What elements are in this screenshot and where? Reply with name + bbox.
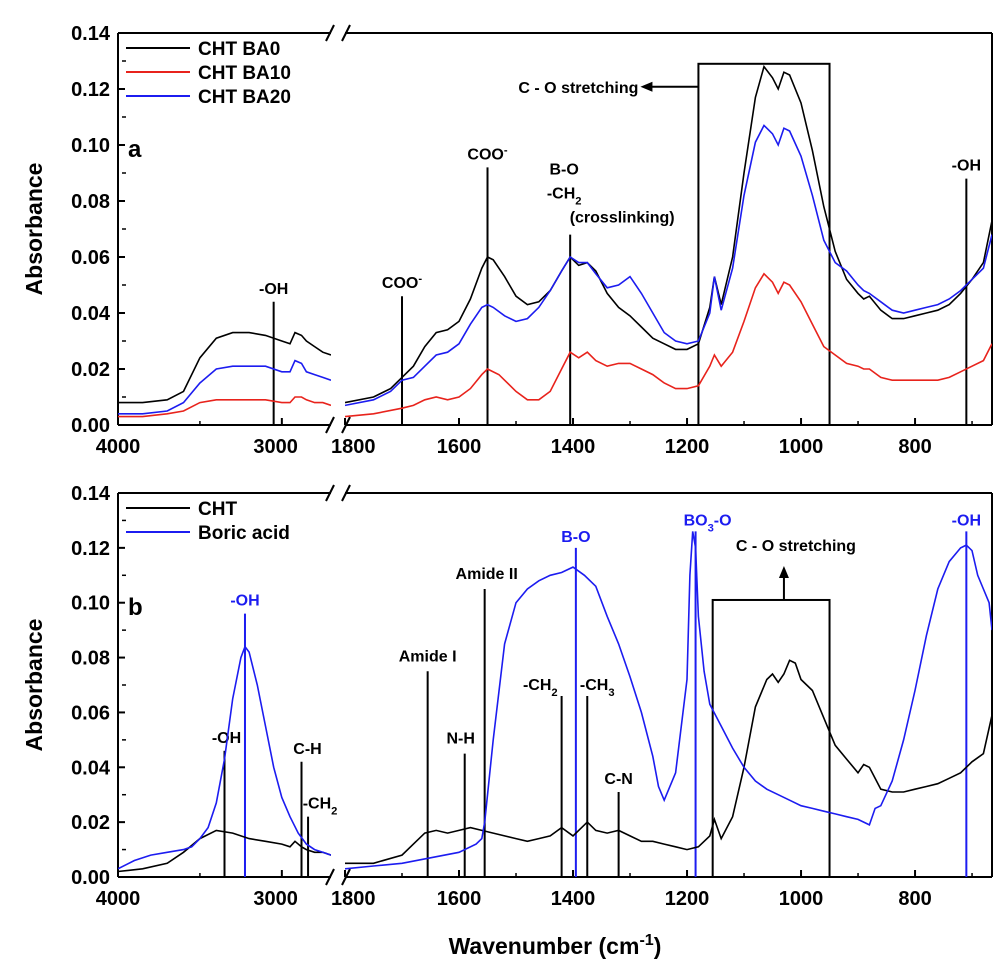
series-line-cht-ba10-left: [118, 396, 331, 418]
x-tick-label: 1200: [665, 436, 710, 458]
axis-break-mark: [325, 868, 335, 886]
annotation-label: -CH3: [580, 677, 615, 699]
legend: CHT BA0 CHT BA10 CHT BA20: [126, 39, 291, 108]
series-line-cht-ba20-right: [345, 124, 992, 407]
axes-frame: [117, 24, 993, 434]
legend-label: CHT: [198, 499, 237, 520]
legend-label: CHT BA20: [198, 87, 291, 108]
x-tick-label: 1600: [437, 436, 482, 458]
annotation-label: -OH: [952, 512, 981, 529]
annotation-label: -CH2: [523, 677, 558, 699]
y-tick-label: 0.08: [71, 191, 110, 213]
axis-break-mark: [325, 416, 335, 434]
annotation-label: -OH: [212, 730, 241, 747]
annotation-label: -CH2: [303, 796, 338, 818]
axis-break-mark: [325, 484, 335, 502]
y-tick-label: 0.10: [71, 593, 110, 615]
annotation-label: -CH2: [547, 186, 582, 208]
x-tick-label: 4000: [96, 888, 141, 910]
y-tick-label: 0.08: [71, 648, 110, 670]
x-tick-label: 800: [898, 436, 931, 458]
series-line-boric-acid-right: [345, 531, 992, 870]
arrow-head-icon: [640, 81, 653, 92]
y-tick-label: 0.00: [71, 867, 110, 889]
annotation-label: -OH: [259, 281, 288, 298]
annotation-label: C - O stretching: [736, 538, 856, 555]
x-tick-label: 1800: [331, 888, 376, 910]
y-tick-label: 0.12: [71, 79, 110, 101]
annotation-label: (crosslinking): [570, 210, 675, 227]
legend: CHT Boric acid: [126, 499, 290, 544]
series-line-cht-right: [345, 659, 992, 865]
series-line-cht-left: [118, 829, 331, 873]
x-tick-label: 1600: [437, 888, 482, 910]
annotation-label: C-H: [293, 741, 321, 758]
x-tick-label: 1400: [551, 888, 596, 910]
annotation-label: B-O: [561, 529, 590, 546]
x-tick-label: 3000: [253, 888, 298, 910]
series-line-cht-ba20-left: [118, 359, 331, 415]
series-line-cht-ba0-right: [345, 64, 992, 404]
annotation-label: -OH: [230, 593, 259, 610]
y-tick-label: 0.06: [71, 702, 110, 724]
c-o-stretching-box: [697, 62, 831, 427]
y-tick-label: 0.04: [71, 757, 111, 779]
x-axis-title: Wavenumber (cm-1): [449, 931, 662, 959]
annotation-label: COO-: [382, 273, 422, 292]
x-tick-label: 3000: [253, 436, 298, 458]
x-tick-label: 1200: [665, 888, 710, 910]
x-tick-label: 800: [898, 888, 931, 910]
x-tick-label: 4000: [96, 436, 141, 458]
x-tick-label: 1800: [331, 436, 376, 458]
y-tick-label: 0.02: [71, 812, 110, 834]
y-tick-label: 0.06: [71, 247, 110, 269]
legend-label: CHT BA0: [198, 39, 280, 60]
x-tick-label: 1000: [779, 436, 824, 458]
x-tick-label: 1000: [779, 888, 824, 910]
annotation-label: C-N: [604, 771, 632, 788]
annotation-label: Amide I: [399, 648, 457, 665]
axis-break-mark: [341, 24, 351, 42]
annotation-label: B-O: [550, 162, 579, 179]
annotation-label: C - O stretching: [518, 80, 638, 97]
legend-label: CHT BA10: [198, 63, 291, 84]
annotation-label: BO3-O: [684, 512, 732, 534]
series-line-cht-ba0-left: [118, 331, 331, 404]
y-tick-label: 0.14: [71, 483, 111, 505]
y-tick-label: 0.14: [71, 23, 111, 45]
y-tick-label: 0.04: [71, 303, 111, 325]
y-tick-label: 0.10: [71, 135, 110, 157]
annotation-label: COO-: [467, 144, 507, 163]
panel-label: a: [128, 136, 142, 163]
y-axis-title: Absorbance: [21, 619, 47, 752]
y-tick-label: 0.00: [71, 415, 110, 437]
axis-break-mark: [325, 24, 335, 42]
axes-frame: [117, 484, 993, 886]
annotation-label: Amide II: [456, 566, 518, 583]
series-line-boric-acid-left: [118, 644, 331, 870]
annotation-label: N-H: [446, 731, 474, 748]
y-axis-title: Absorbance: [21, 163, 47, 296]
series-line-cht-ba10-right: [345, 272, 992, 418]
c-o-stretching-box: [711, 598, 831, 878]
arrow-head-icon: [778, 565, 789, 578]
panel-a: 0.00 0.02 0.04 0.06 0.08 0.10 0.12 0.14 4000 3000…: [21, 23, 993, 458]
panel-label: b: [128, 594, 143, 621]
y-tick-label: 0.02: [71, 359, 110, 381]
axis-break-mark: [341, 484, 351, 502]
y-tick-label: 0.12: [71, 538, 110, 560]
legend-label: Boric acid: [198, 523, 290, 544]
series-group: [118, 531, 992, 873]
series-group: [118, 64, 992, 418]
x-tick-label: 1400: [551, 436, 596, 458]
annotation-label: -OH: [952, 158, 981, 175]
panel-b: 0.00 0.02 0.04 0.06 0.08 0.10 0.12 0.14 4000 3000…: [21, 483, 993, 959]
